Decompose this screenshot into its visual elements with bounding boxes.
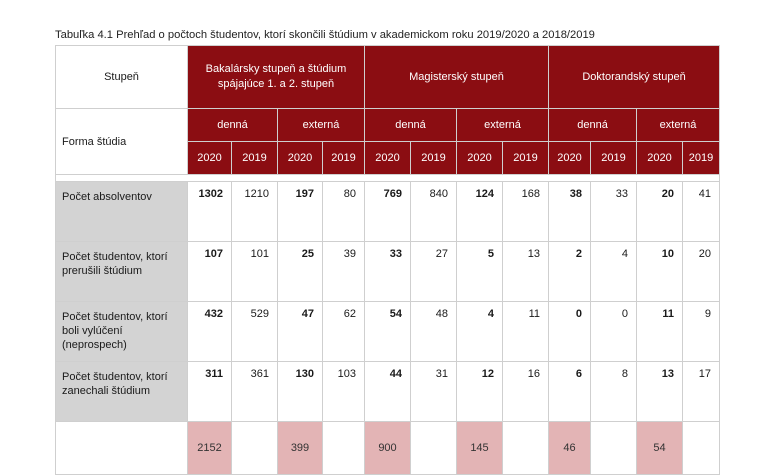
cell-value: 1302 xyxy=(187,181,232,242)
cell-value: 9 xyxy=(682,301,721,362)
totals-spacer xyxy=(231,421,278,475)
form-header: externá xyxy=(455,108,550,142)
totals-spacer xyxy=(55,421,188,475)
cell-value: 5 xyxy=(456,241,503,302)
cell-value: 44 xyxy=(364,361,411,422)
cell-value: 39 xyxy=(322,241,365,302)
cell-value: 197 xyxy=(277,181,323,242)
cell-value: 33 xyxy=(364,241,411,302)
year-header: 2019 xyxy=(410,141,457,175)
cell-value: 38 xyxy=(548,181,592,242)
cell-value: 54 xyxy=(364,301,411,362)
form-header: externá xyxy=(636,108,721,142)
cell-value: 311 xyxy=(187,361,232,422)
total-cell: 145 xyxy=(456,421,503,475)
cell-value: 20 xyxy=(636,181,684,242)
group-header-label: Doktorandský stupeň xyxy=(582,70,686,83)
cell-value: 11 xyxy=(501,301,550,362)
group-header-label: Magisterský stupeň xyxy=(409,70,504,83)
cell-value: 62 xyxy=(322,301,365,362)
group-header-doctoral: Doktorandský stupeň xyxy=(548,45,721,109)
cell-value: 6 xyxy=(548,361,592,422)
total-cell: 2152 xyxy=(187,421,232,475)
group-header-label: Bakalársky stupeň a štúdium spájajúce 1.… xyxy=(205,63,347,90)
year-header: 2020 xyxy=(187,141,232,175)
cell-value: 361 xyxy=(231,361,278,422)
cell-value: 25 xyxy=(277,241,323,302)
total-cell: 46 xyxy=(548,421,592,475)
group-header-bachelor: Bakalársky stupeň a štúdium spájajúce 1.… xyxy=(187,45,365,109)
cell-value: 13 xyxy=(501,241,550,302)
total-cell: 900 xyxy=(364,421,411,475)
cell-value: 11 xyxy=(636,301,684,362)
year-header: 2020 xyxy=(456,141,503,175)
table-row: Počet študentov, ktorí zanechali štúdium… xyxy=(55,361,721,422)
cell-value: 107 xyxy=(187,241,232,302)
forma-header: Forma štúdia xyxy=(55,108,188,175)
cell-value: 17 xyxy=(682,361,721,422)
graduates-table: Stupeň Bakalársky stupeň a štúdium spája… xyxy=(54,45,721,475)
form-header: denná xyxy=(364,108,457,142)
table-row: Počet študentov, ktorí prerušili štúdium… xyxy=(55,241,721,302)
totals-spacer xyxy=(590,421,638,475)
totals-spacer xyxy=(501,421,550,475)
year-header: 2020 xyxy=(364,141,411,175)
cell-value: 41 xyxy=(682,181,721,242)
table-caption: Tabuľka 4.1 Prehľad o počtoch študentov,… xyxy=(55,29,595,41)
year-header: 2019 xyxy=(590,141,638,175)
total-cell: 399 xyxy=(277,421,323,475)
table-row: Počet absolventov 1302 1210 197 80 769 8… xyxy=(55,181,721,242)
cell-value: 432 xyxy=(187,301,232,362)
cell-value: 13 xyxy=(636,361,684,422)
cell-value: 168 xyxy=(501,181,550,242)
cell-value: 12 xyxy=(456,361,503,422)
row-label: Počet študentov, ktorí zanechali štúdium xyxy=(55,361,188,422)
year-header: 2019 xyxy=(322,141,365,175)
form-header: externá xyxy=(277,108,365,142)
cell-value: 80 xyxy=(322,181,365,242)
table-row: Počet študentov, ktorí boli vylúčení (ne… xyxy=(55,301,721,362)
cell-value: 130 xyxy=(277,361,323,422)
year-header: 2020 xyxy=(277,141,323,175)
totals-spacer xyxy=(410,421,457,475)
year-header: 2020 xyxy=(548,141,592,175)
cell-value: 124 xyxy=(456,181,503,242)
cell-value: 20 xyxy=(682,241,721,302)
cell-value: 4 xyxy=(456,301,503,362)
cell-value: 33 xyxy=(590,181,638,242)
cell-value: 769 xyxy=(364,181,411,242)
form-header: denná xyxy=(187,108,278,142)
cell-value: 10 xyxy=(636,241,684,302)
row-label: Počet absolventov xyxy=(55,181,188,242)
header-spacer xyxy=(54,174,721,182)
year-header: 2019 xyxy=(231,141,278,175)
row-label: Počet študentov, ktorí boli vylúčení (ne… xyxy=(55,301,188,362)
cell-value: 47 xyxy=(277,301,323,362)
form-header: denná xyxy=(548,108,638,142)
row-label: Počet študentov, ktorí prerušili štúdium xyxy=(55,241,188,302)
cell-value: 840 xyxy=(410,181,457,242)
year-header: 2019 xyxy=(682,141,721,175)
totals-row: 2152 399 900 145 46 54 xyxy=(55,421,721,475)
cell-value: 103 xyxy=(322,361,365,422)
stupen-header: Stupeň xyxy=(55,45,188,109)
cell-value: 529 xyxy=(231,301,278,362)
totals-spacer xyxy=(682,421,721,475)
totals-spacer xyxy=(322,421,365,475)
year-header: 2019 xyxy=(501,141,550,175)
cell-value: 48 xyxy=(410,301,457,362)
cell-value: 31 xyxy=(410,361,457,422)
group-header-master: Magisterský stupeň xyxy=(363,45,550,109)
cell-value: 1210 xyxy=(231,181,278,242)
total-cell: 54 xyxy=(636,421,684,475)
cell-value: 0 xyxy=(548,301,592,362)
cell-value: 8 xyxy=(590,361,638,422)
cell-value: 4 xyxy=(590,241,638,302)
cell-value: 2 xyxy=(548,241,592,302)
year-header: 2020 xyxy=(636,141,684,175)
cell-value: 16 xyxy=(501,361,550,422)
cell-value: 101 xyxy=(231,241,278,302)
cell-value: 27 xyxy=(410,241,457,302)
cell-value: 0 xyxy=(590,301,638,362)
